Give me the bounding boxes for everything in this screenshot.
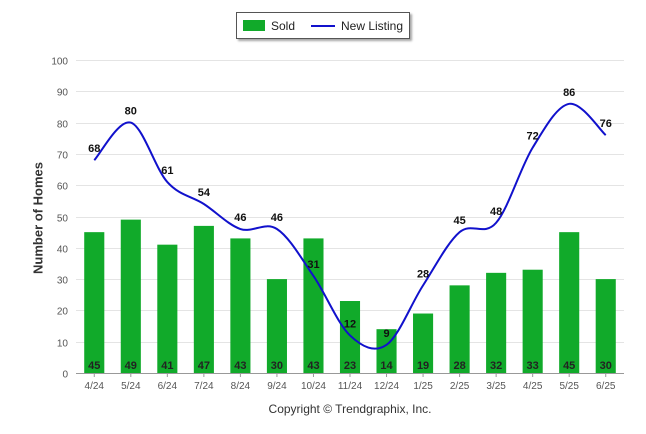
line-value-label: 45 [453, 215, 465, 227]
legend-item-new-listing: New Listing [311, 19, 403, 33]
x-tick-label: 12/24 [374, 381, 399, 392]
x-tick-label: 5/25 [559, 381, 579, 392]
bar-value-label: 14 [380, 360, 393, 372]
line-value-label: 46 [234, 212, 246, 224]
bar-value-label: 32 [490, 360, 502, 372]
bar-value-label: 49 [125, 360, 137, 372]
y-tick-label: 50 [57, 214, 69, 225]
line-value-label: 9 [383, 328, 389, 340]
y-tick-label: 70 [57, 151, 69, 162]
bar-value-label: 30 [271, 360, 283, 372]
x-tick-label: 6/24 [158, 381, 178, 392]
y-tick-label: 0 [62, 370, 68, 381]
legend-item-sold: Sold [242, 18, 295, 33]
bar-value-label: 47 [198, 360, 210, 372]
bar-sold [193, 225, 214, 373]
legend-swatch-sold [242, 20, 265, 31]
bar-sold [413, 313, 434, 373]
bar-sold [559, 232, 580, 373]
bar-value-label: 43 [307, 360, 319, 372]
x-tick-label: 11/24 [338, 381, 363, 392]
y-tick-label: 30 [57, 276, 69, 287]
line-value-label: 76 [600, 118, 612, 130]
line-value-label: 28 [417, 268, 429, 280]
x-tick-label: 2/25 [450, 381, 470, 392]
bar-sold [303, 238, 324, 373]
x-tick-label: 8/24 [231, 381, 251, 392]
bar-sold [157, 244, 178, 373]
y-tick-label: 80 [57, 120, 69, 131]
legend-swatch-new-listing [311, 24, 335, 27]
line-value-label: 12 [344, 318, 356, 330]
bar-sold [84, 232, 105, 373]
line-value-label: 46 [271, 212, 283, 224]
line-value-label: 80 [125, 106, 137, 118]
line-value-label: 72 [527, 131, 539, 143]
new-listing-line [93, 102, 607, 350]
line-value-label: 31 [307, 259, 319, 271]
line-value-label: 86 [563, 87, 575, 99]
bar-sold [266, 279, 287, 373]
x-tick-label: 7/24 [194, 381, 214, 392]
line-value-label: 48 [490, 206, 502, 218]
x-tick-label: 4/25 [523, 381, 543, 392]
bar-sold [120, 219, 141, 373]
bar-value-label: 30 [600, 360, 612, 372]
y-tick-label: 40 [57, 245, 69, 256]
bar-value-label: 45 [88, 360, 100, 372]
bar-sold [230, 238, 251, 373]
y-tick-label: 20 [57, 307, 69, 318]
legend: Sold New Listing [236, 12, 410, 39]
bar-sold [595, 279, 616, 373]
copyright-text: Copyright © Trendgraphix, Inc. [268, 402, 432, 416]
bar-value-label: 28 [453, 360, 465, 372]
line-value-label: 54 [198, 187, 211, 199]
x-tick-label: 5/24 [121, 381, 141, 392]
bar-sold [449, 285, 470, 373]
x-tick-label: 9/24 [267, 381, 287, 392]
y-tick-label: 90 [57, 88, 69, 99]
line-value-label: 61 [161, 165, 173, 177]
bar-sold [339, 301, 361, 373]
bar-value-label: 43 [234, 360, 246, 372]
bar-sold [522, 269, 543, 373]
legend-label-sold: Sold [270, 18, 295, 33]
bar-sold [486, 272, 507, 373]
x-tick-label: 1/25 [413, 381, 433, 392]
x-tick-label: 4/24 [85, 381, 105, 392]
x-tick-label: 3/25 [486, 381, 506, 392]
legend-label-new-listing: New Listing [341, 18, 404, 33]
y-tick-label: 100 [51, 57, 68, 68]
bar-value-label: 45 [563, 360, 575, 372]
line-value-label: 68 [88, 143, 100, 155]
x-tick-label: 10/24 [301, 381, 326, 392]
y-tick-label: 60 [57, 182, 69, 193]
bar-value-label: 33 [527, 360, 539, 372]
bar-value-label: 23 [344, 360, 356, 372]
y-tick-label: 10 [57, 339, 69, 350]
x-tick-label: 6/25 [596, 381, 616, 392]
bar-value-label: 19 [417, 360, 429, 372]
bar-value-label: 41 [161, 360, 173, 372]
